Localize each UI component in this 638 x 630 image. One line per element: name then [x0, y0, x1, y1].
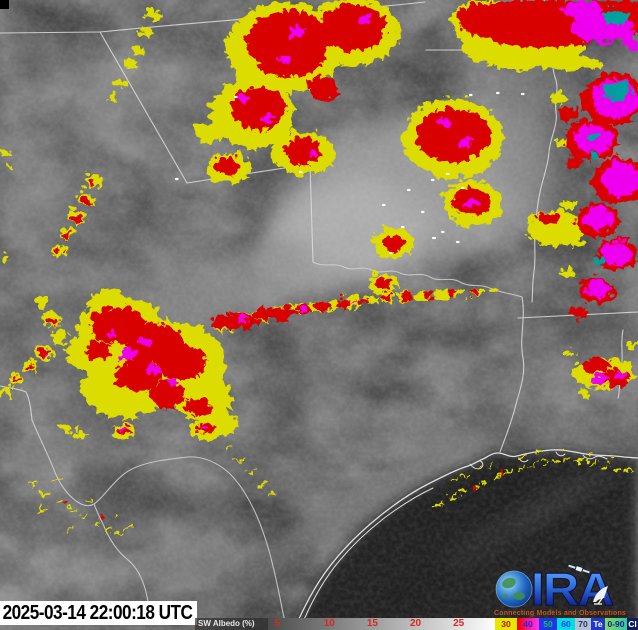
satellite-icon: [568, 564, 590, 574]
colorbar-tick-value: 25: [453, 618, 465, 629]
colorbar-label: - SW Albedo (%): [195, 618, 268, 630]
albedo-colorbar: - SW Albedo (%) 5 10 15 20 25 30 40 50 6…: [195, 618, 638, 630]
colorbar-tick-value: 15: [366, 618, 378, 629]
colorbar-segment: 40: [517, 618, 539, 630]
colorbar-segment: 60: [557, 618, 575, 630]
colorbar-color-segments: 30 40 50 60 70 Te 0-90 CI: [495, 618, 638, 630]
colorbar-tick-mark: -: [195, 619, 198, 629]
colorbar-grayscale-ramp: 5 10 15 20 25: [268, 618, 495, 630]
albedo-teal-cores: [585, 7, 629, 260]
cira-logo: CIRA Connecting Models and Observations: [494, 563, 626, 618]
colorbar-segment: CI: [627, 618, 638, 630]
colorbar-segment: Te: [591, 618, 605, 630]
colorbar-segment: 0-90: [605, 618, 627, 630]
storm-enhancement-overlay: [0, 0, 638, 534]
colorbar-segment: 70: [575, 618, 591, 630]
colorbar-title: SW Albedo (%): [198, 619, 255, 628]
radar-dish-icon: [593, 586, 608, 605]
cloud-top-sparkles: [174, 91, 525, 255]
colorbar-tick-value: 5: [274, 618, 280, 629]
earth-globe-icon: [495, 570, 533, 608]
albedo-yellow-speckles: [24, 441, 630, 534]
timestamp-box: 2025-03-14 22:00:18 UTC: [0, 601, 197, 625]
corner-black-square: [0, 0, 9, 9]
colorbar-tick-value: 20: [409, 618, 422, 629]
colorbar-segment: 30: [495, 618, 517, 630]
albedo-red-blobs: [9, 0, 638, 516]
colorbar-tick-value: 10: [323, 618, 335, 629]
timestamp-text: 2025-03-14 22:00:18 UTC: [2, 601, 193, 624]
cira-tagline: Connecting Models and Observations: [494, 610, 626, 617]
colorbar-segment: 50: [539, 618, 557, 630]
gulf-coastline: [293, 449, 638, 630]
